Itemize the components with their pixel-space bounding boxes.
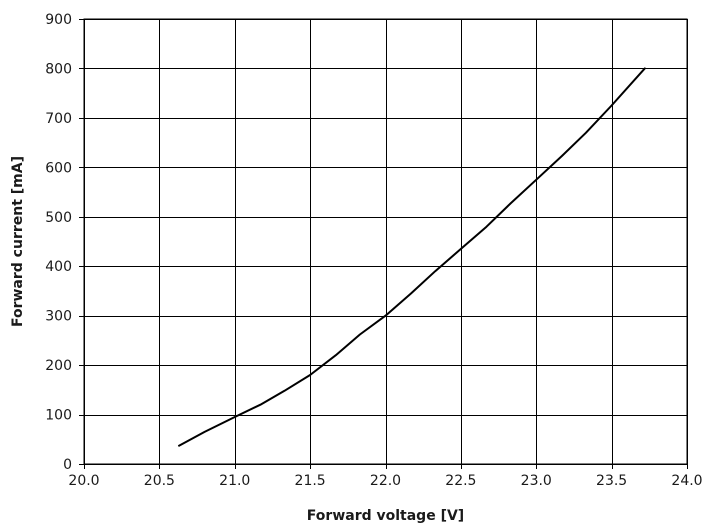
y-tick-label: 900 [45,12,72,28]
y-axis-title: Forward current [mA] [10,156,26,327]
y-tick-label: 200 [45,358,72,374]
plot-area [83,18,688,465]
y-tick-label: 700 [45,111,72,127]
x-axis-tick-labels: 20.0 20.5 21.0 21.5 22.0 22.5 23.0 23.5 24.0 [68,473,702,489]
x-tick-label: 21.5 [295,473,326,489]
y-tick-label: 400 [45,259,72,275]
y-tick-label: 300 [45,309,72,325]
x-tick-label: 23.5 [596,473,627,489]
x-tick-label: 22.0 [370,473,401,489]
grid [84,19,688,465]
y-tick-label: 100 [45,408,72,424]
y-tick-label: 800 [45,61,72,77]
x-tick-label: 24.0 [671,473,702,489]
y-axis-tick-labels: 0 100 200 300 400 500 600 700 800 900 [45,12,72,473]
tick-marks [79,19,688,469]
series-line [178,67,646,447]
x-tick-label: 22.5 [445,473,476,489]
x-tick-label: 20.0 [68,473,99,489]
y-tick-label: 600 [45,160,72,176]
y-tick-label: 0 [63,457,72,473]
x-axis-title: Forward voltage [V] [307,508,464,524]
series-layer [178,67,646,447]
y-tick-label: 500 [45,210,72,226]
x-tick-label: 21.0 [219,473,250,489]
x-tick-label: 23.0 [521,473,552,489]
x-tick-label: 20.5 [144,473,175,489]
